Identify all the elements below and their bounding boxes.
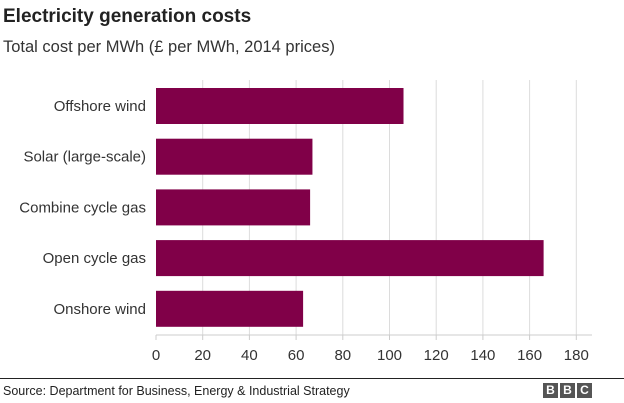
x-tick-label: 80: [334, 347, 351, 364]
chart-title: Electricity generation costs: [3, 6, 252, 27]
footer-divider: [0, 378, 624, 379]
x-tick-label: 120: [424, 347, 449, 364]
bar: [156, 88, 404, 124]
x-tick-label: 180: [564, 347, 589, 364]
category-label: Solar (large-scale): [23, 149, 146, 166]
x-tick-label: 60: [288, 347, 305, 364]
x-tick-label: 0: [152, 347, 160, 364]
category-label: Combine cycle gas: [19, 199, 146, 216]
category-label: Offshore wind: [54, 98, 146, 115]
source-note: Source: Department for Business, Energy …: [3, 384, 350, 398]
chart-subtitle: Total cost per MWh (£ per MWh, 2014 pric…: [3, 38, 335, 56]
bar: [156, 138, 313, 175]
x-tick-label: 160: [517, 347, 542, 364]
bbc-logo: B B C: [543, 383, 592, 398]
x-tick-label: 40: [241, 347, 258, 364]
bar: [156, 290, 304, 327]
category-label: Onshore wind: [53, 301, 146, 318]
bar: [156, 189, 311, 226]
bar: [156, 240, 544, 277]
bbc-logo-letter: B: [543, 383, 558, 398]
bbc-logo-letter: C: [577, 383, 592, 398]
x-tick-label: 20: [194, 347, 211, 364]
bar-chart: 0 20 40 60 80 100 120 140 160 180 Offshore wind Sol…: [19, 80, 592, 364]
category-label: Open cycle gas: [43, 250, 146, 267]
bbc-logo-letter: B: [560, 383, 575, 398]
x-tick-label: 100: [377, 347, 402, 364]
x-tick-label: 140: [470, 347, 495, 364]
